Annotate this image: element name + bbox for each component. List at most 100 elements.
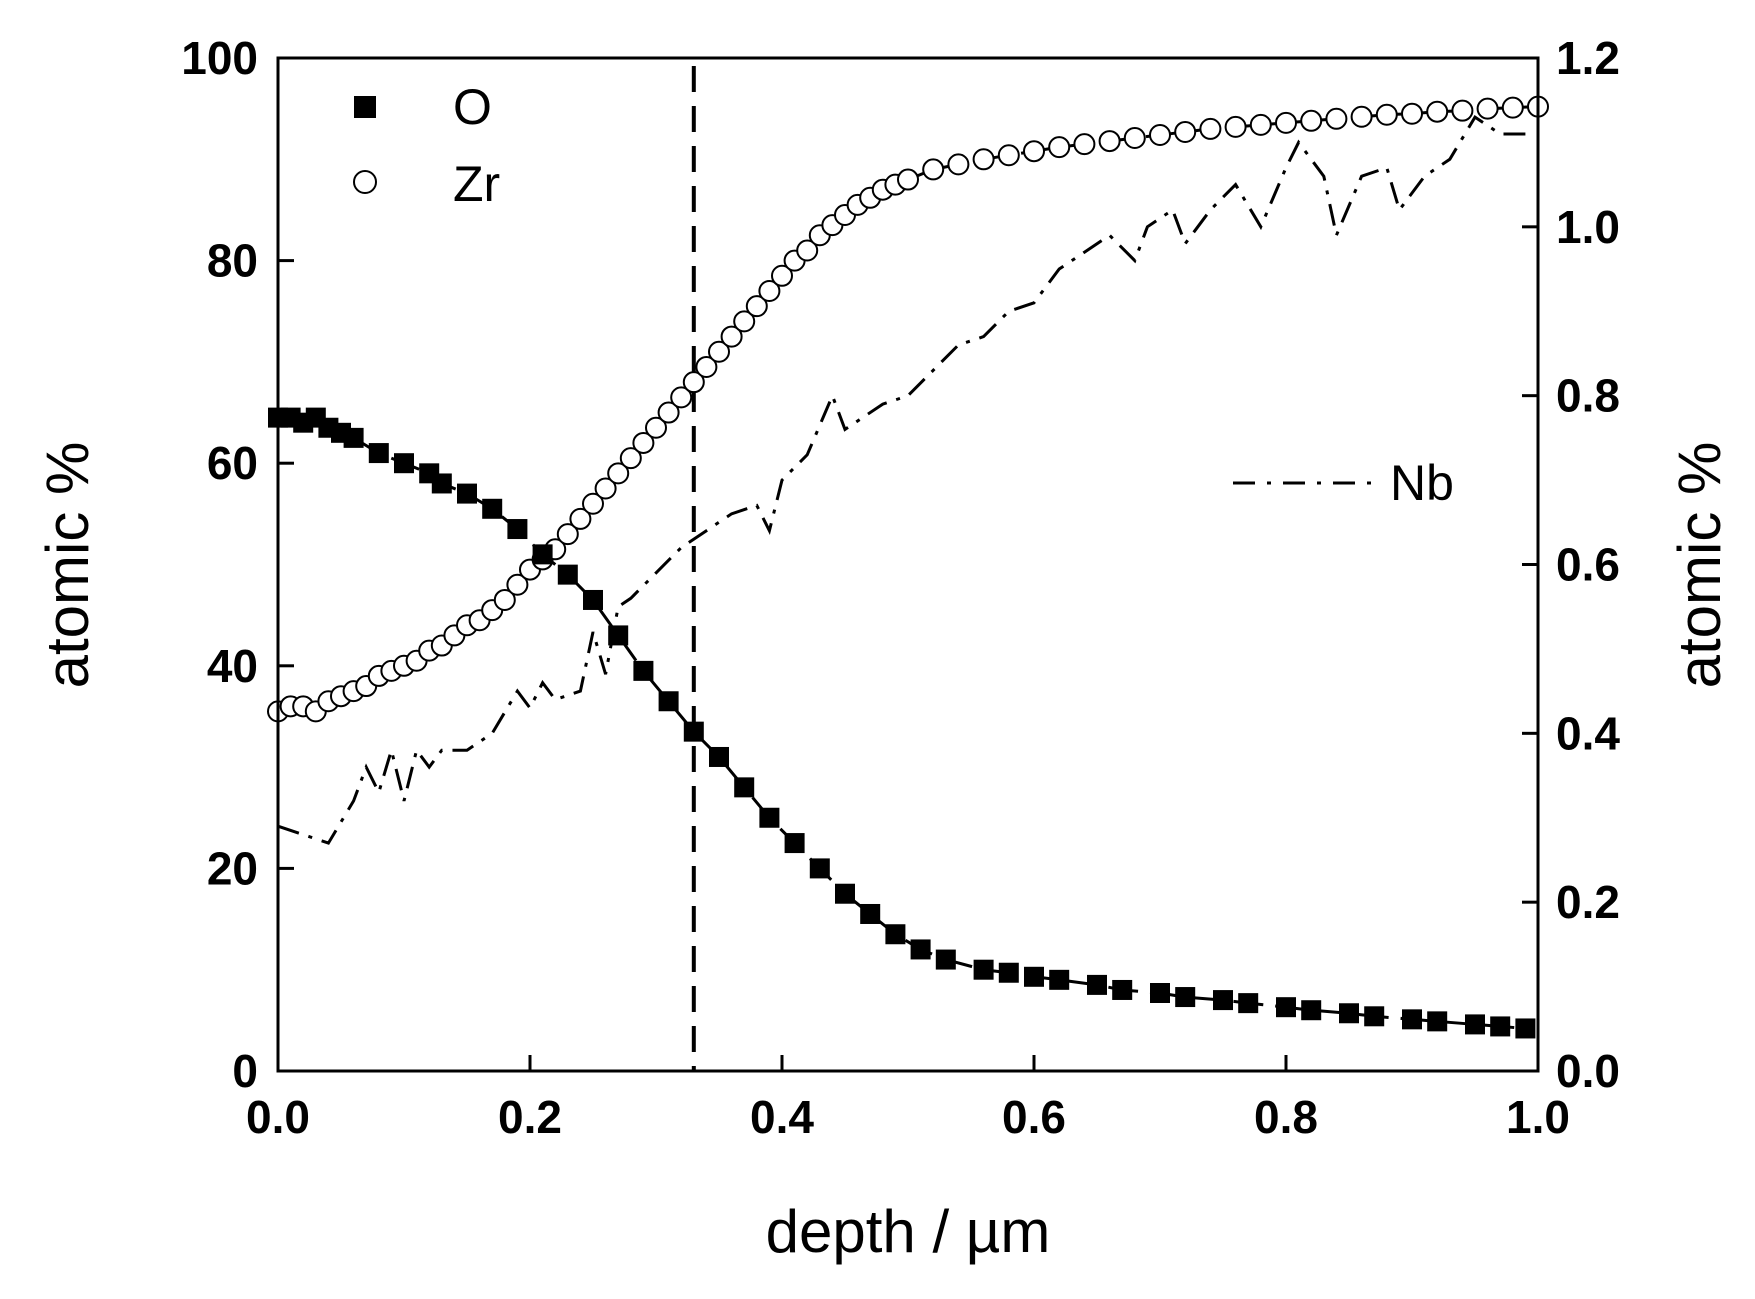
zr-data-point	[1023, 140, 1045, 163]
zr-data-point	[1275, 111, 1297, 134]
legend-o-label: O	[453, 79, 492, 135]
zr-data-point	[569, 507, 592, 530]
o-data-point	[885, 924, 906, 945]
o-data-point	[910, 939, 931, 960]
zr-data-point	[758, 279, 781, 302]
o-data-point	[1515, 1018, 1536, 1039]
zr-data-point	[1375, 103, 1398, 126]
o-data-point	[1238, 993, 1259, 1014]
zr-data-point	[1224, 115, 1247, 138]
y-axis-title-left: atomic %	[34, 442, 101, 689]
zr-data-point	[556, 523, 579, 546]
o-data-point	[1175, 987, 1196, 1008]
zr-data-point	[1199, 117, 1222, 140]
legend-zr-marker	[353, 170, 377, 194]
zr-data-point	[670, 386, 693, 409]
zr-data-point	[1401, 102, 1423, 125]
x-tick-label: 0.6	[1002, 1091, 1066, 1143]
legend-zr-label: Zr	[453, 156, 500, 212]
o-data-point	[1087, 974, 1107, 995]
zr-data-point	[1098, 130, 1121, 153]
o-data-point	[1276, 997, 1296, 1018]
o-data-point	[1150, 982, 1170, 1003]
y-right-tick-label: 0.4	[1556, 707, 1620, 759]
series-nb-group	[277, 114, 1526, 845]
zr-data-point	[619, 447, 642, 470]
o-data-point	[709, 746, 729, 767]
zr-data-point	[1350, 105, 1373, 128]
zr-data-point	[695, 355, 718, 378]
o-data-point	[507, 519, 528, 540]
o-data-point	[1049, 969, 1070, 990]
zr-data-point	[1073, 133, 1096, 156]
zr-data-point	[1501, 96, 1524, 119]
y-right-tick-label: 0.6	[1556, 539, 1620, 591]
o-data-point	[935, 949, 956, 970]
zr-data-point	[607, 462, 630, 485]
y-right-tick-label: 0.0	[1556, 1045, 1620, 1097]
o-data-point	[482, 498, 503, 519]
y-right-tick-label: 0.8	[1556, 370, 1620, 422]
zr-data-point	[645, 416, 667, 439]
zr-data-point	[632, 431, 655, 454]
zr-data-point	[657, 401, 680, 424]
o-data-point	[1024, 966, 1044, 987]
o-data-point	[583, 589, 603, 610]
zr-data-point	[1325, 107, 1348, 130]
o-data-point	[835, 883, 855, 904]
o-data-point	[1213, 990, 1233, 1011]
o-data-point	[1402, 1009, 1422, 1030]
o-data-point	[658, 691, 679, 712]
o-data-point	[343, 427, 364, 448]
y-right-tick-label: 0.2	[1556, 876, 1620, 928]
zr-data-point	[771, 264, 793, 287]
o-data-point	[1364, 1006, 1385, 1027]
legend-nb-label: Nb	[1390, 455, 1454, 511]
o-data-point	[1427, 1011, 1448, 1032]
y-left-tick-label: 80	[207, 235, 258, 287]
zr-data-point	[796, 239, 819, 262]
zr-data-point	[997, 144, 1020, 167]
o-data-point	[557, 564, 578, 585]
zr-data-point	[720, 325, 743, 348]
zr-data-point	[947, 153, 970, 176]
o-data-point	[973, 959, 994, 980]
zr-data-point	[922, 158, 945, 181]
x-tick-label: 0.4	[750, 1091, 814, 1143]
zr-data-point	[582, 492, 604, 515]
nb-series-line	[277, 114, 1526, 845]
zr-data-point	[1174, 120, 1197, 143]
y-axis-title-right: atomic %	[1666, 442, 1733, 689]
y-left-tick-label: 60	[207, 437, 258, 489]
axis-ticks-group: 0.0 0.2 0.4 0.6 0.8 1.0 0 20 40 60 80 100 0.0 0.2 0.4 0…	[181, 32, 1620, 1143]
o-data-point	[1490, 1016, 1511, 1037]
o-data-point	[1465, 1014, 1485, 1035]
x-tick-label: 0.2	[498, 1091, 562, 1143]
zr-data-point	[682, 371, 705, 394]
zr-data-point	[745, 295, 768, 318]
zr-data-point	[506, 573, 529, 596]
o-data-point	[809, 858, 830, 879]
o-data-point	[759, 807, 780, 828]
o-data-point	[368, 443, 389, 464]
o-data-point	[608, 625, 629, 646]
series-zr-group	[267, 95, 1549, 723]
o-data-point	[1301, 1000, 1322, 1021]
o-data-point	[1112, 979, 1133, 1000]
zr-data-point	[493, 588, 516, 611]
zr-data-point	[897, 168, 919, 191]
legend: O Zr Nb	[353, 79, 1454, 511]
zr-data-point	[594, 477, 617, 500]
y-left-tick-label: 20	[207, 842, 258, 894]
zr-data-point	[1123, 127, 1146, 150]
series-o-group	[268, 407, 1536, 1039]
zr-data-point	[1249, 113, 1272, 136]
zr-data-point	[972, 148, 995, 171]
o-data-point	[784, 833, 805, 854]
zr-data-point	[733, 310, 756, 333]
y-right-tick-label: 1.2	[1556, 32, 1620, 84]
o-data-point	[998, 962, 1019, 983]
zr-data-point	[1476, 97, 1499, 120]
